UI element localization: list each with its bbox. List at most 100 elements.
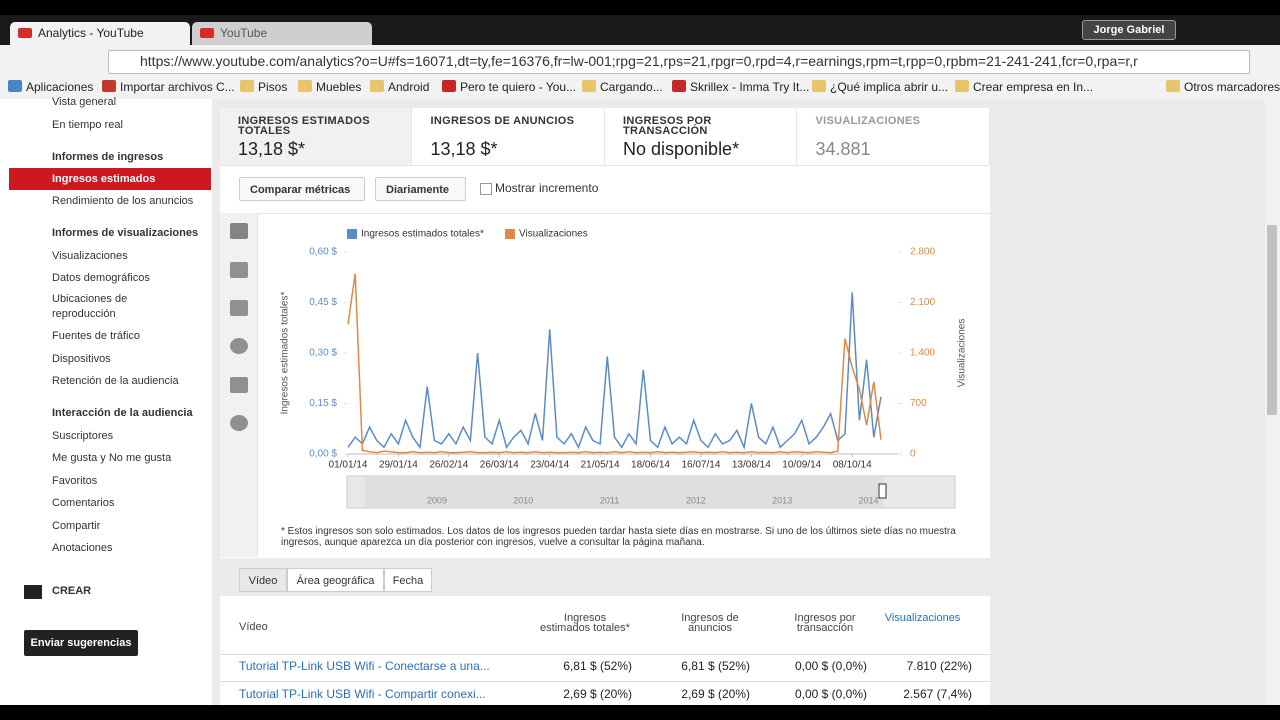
chart-type-icon[interactable] [230,300,248,316]
sidebar-link[interactable]: Comentarios [52,497,115,509]
bookmark[interactable]: Aplicaciones [26,80,94,94]
button[interactable]: Comparar métricas [239,177,365,201]
sidebar-link[interactable]: En tiempo real [52,119,123,131]
sidebar-link[interactable]: Fuentes de tráfico [52,330,141,342]
tab-button[interactable]: Área geográfica [287,568,384,592]
table-cell: 6,81 $ (52%) [563,659,632,673]
chart-type-icon[interactable] [230,223,248,239]
metric-label: INGRESOS DE ANUNCIOS [430,115,575,127]
table-header[interactable]: Ingresos estimados totales* [540,612,630,634]
bookmark[interactable]: Crear empresa en In... [973,80,1094,94]
tab-title[interactable]: YouTube [220,26,268,40]
sidebar-link[interactable]: Datos demográficos [52,272,150,284]
sidebar-link[interactable]: Ubicaciones de reproducción [52,293,128,320]
tab[interactable] [192,22,372,45]
metric-label: VISUALIZACIONES [815,115,921,127]
sidebar-link[interactable]: Favoritos [52,475,98,487]
video-link[interactable]: Tutorial TP-Link USB Wifi - Compartir co… [239,687,486,701]
bookmark-icon [240,80,254,92]
sidebar-link[interactable]: Compartir [52,520,101,532]
bookmark[interactable]: Muebles [316,80,362,94]
sidebar-link[interactable]: Vista general [52,96,117,108]
sidebar-active [9,168,211,190]
chart-border [220,213,990,214]
bookmark-icon [672,80,686,92]
metric-label: INGRESOS POR TRANSACCIÓN [623,115,712,137]
tab-title[interactable]: Analytics - YouTube [38,26,144,40]
tab-icon [200,28,214,38]
metric-card[interactable] [797,108,990,165]
sidebar-link[interactable]: Visualizaciones [52,250,128,262]
video-link[interactable]: Tutorial TP-Link USB Wifi - Conectarse a… [239,659,490,673]
bookmark-icon [442,80,456,92]
checkbox-label[interactable]: Mostrar incremento [495,181,599,195]
table-header[interactable]: Ingresos de anuncios [681,612,739,634]
metric-card[interactable] [412,108,605,165]
button[interactable]: Diariamente [375,177,466,201]
sidebar-link[interactable]: Anotaciones [52,542,113,554]
metric-label: INGRESOS ESTIMADOS TOTALES [238,115,370,137]
metric-value: 34.881 [815,139,871,159]
metric-card[interactable] [605,108,797,165]
bookmark-icon [102,80,116,92]
sidebar-link[interactable]: Retención de la audiencia [52,375,179,387]
bookmark-icon [298,80,312,92]
checkbox[interactable] [480,183,492,195]
sidebar-link[interactable]: Me gusta y No me gusta [52,452,172,464]
address-bar [108,50,1250,74]
metric-card[interactable] [220,108,412,165]
bookmark[interactable]: Skrillex - Imma Try It... [690,80,810,94]
bookmark-icon [1166,80,1180,92]
table-cell: 2,69 $ (20%) [681,687,750,701]
sidebar-heading: Informes de ingresos [52,151,164,163]
bookmark[interactable]: Android [388,80,430,94]
chart-type-icon[interactable] [230,338,248,354]
table-card [220,596,990,706]
create-icon [24,585,42,599]
table-cell: 7.810 (22%) [906,659,972,673]
create[interactable]: CREAR [52,585,92,597]
metric-value: No disponible* [623,139,740,159]
feedback[interactable]: Enviar sugerencias [24,630,138,656]
chart-type-icon[interactable] [230,415,248,431]
table-divider [220,681,990,682]
bottom-bar [0,705,1280,720]
bookmark-icon [8,80,22,92]
bookmark[interactable]: ¿Qué implica abrir u... [830,80,949,94]
bookmark[interactable]: Pisos [258,80,288,94]
scroll-thumb[interactable] [1267,225,1277,415]
tab-button[interactable]: Vídeo [239,568,287,592]
table-header[interactable]: Ingresos por transacción [794,612,856,634]
bookmark-icon [370,80,384,92]
bookmarks-bar [0,75,1280,100]
chart-type-icon[interactable] [230,262,248,278]
chart-type-icon[interactable] [230,377,248,393]
tab-button[interactable]: Fecha [384,568,432,592]
metrics-divider [220,165,990,166]
metric-value: 13,18 $* [430,139,498,159]
sidebar-heading: Informes de visualizaciones [52,227,199,239]
table-cell: 2,69 $ (20%) [563,687,632,701]
metric-value: 13,18 $* [238,139,306,159]
user-button[interactable]: Jorge Gabriel [1082,20,1176,40]
table-cell: 0,00 $ (0,0%) [794,659,867,673]
bookmark[interactable]: Otros marcadores [1184,80,1280,94]
bookmark-icon [812,80,826,92]
sidebar-link[interactable]: Rendimiento de los anuncios [52,195,194,207]
sidebar-heading: Interacción de la audiencia [52,407,193,419]
sidebar-link[interactable]: Dispositivos [52,353,111,365]
bookmark[interactable]: Importar archivos C... [120,80,235,94]
bookmark[interactable]: Cargando... [600,80,663,94]
tab[interactable] [10,22,190,45]
url[interactable]: https://www.youtube.com/analytics?o=U#fs… [140,53,1138,69]
table-header[interactable]: Visualizaciones [884,612,961,624]
bookmark-icon [582,80,596,92]
table-divider [220,654,990,655]
sidebar-link[interactable]: Suscriptores [52,430,114,442]
sidebar [0,99,212,705]
main-card [220,108,990,558]
bookmark[interactable]: Pero te quiero - You... [460,80,577,94]
sidebar-link[interactable]: Ingresos estimados [52,173,156,185]
